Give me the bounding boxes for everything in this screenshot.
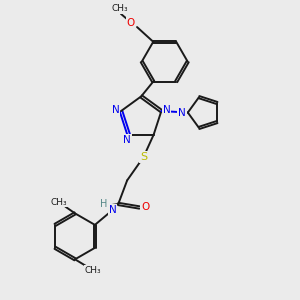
Text: N: N [163, 106, 170, 116]
Text: CH₃: CH₃ [111, 4, 128, 13]
Text: N: N [178, 107, 186, 118]
Text: O: O [141, 202, 149, 212]
Text: O: O [126, 18, 135, 28]
Text: H: H [100, 199, 107, 209]
Text: N: N [123, 135, 131, 145]
Text: CH₃: CH₃ [84, 266, 101, 275]
Text: CH₃: CH₃ [50, 198, 67, 207]
Text: N: N [112, 106, 120, 116]
Text: N: N [109, 205, 117, 215]
Text: S: S [140, 152, 147, 162]
